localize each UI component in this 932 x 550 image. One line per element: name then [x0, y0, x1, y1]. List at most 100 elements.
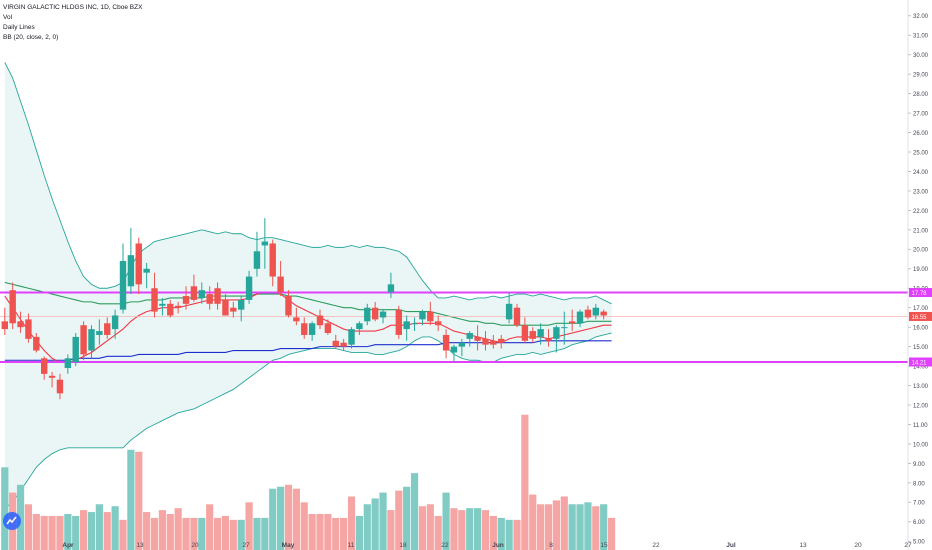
candle-body	[1, 321, 8, 330]
volume-bar	[474, 508, 482, 550]
candle-body	[48, 375, 56, 378]
volume-bar	[363, 504, 371, 550]
volume-bar	[316, 513, 324, 550]
candle-body	[41, 358, 48, 374]
time-tick-label: May	[282, 542, 295, 549]
volume-bar	[237, 519, 245, 550]
candlesticks	[1, 218, 607, 400]
candle-body	[332, 340, 339, 347]
candle-body	[553, 327, 560, 339]
candle-body	[143, 268, 150, 273]
bb-upper-line	[4, 62, 612, 305]
price-tick-label: 7.00	[913, 501, 925, 507]
candle-body	[316, 315, 324, 326]
price-tick-label: 23.00	[913, 189, 929, 195]
volume-bar	[347, 496, 356, 550]
volume-bar	[418, 506, 427, 550]
candle-body	[127, 255, 135, 287]
price-marker-label: 14.21	[912, 360, 928, 366]
volume-bar	[80, 510, 88, 550]
price-tick-label: 17.00	[913, 306, 929, 312]
time-tick-label: Jun	[492, 542, 504, 549]
price-tick-label: 28.00	[913, 92, 929, 98]
candle-body	[72, 336, 79, 363]
candle-body	[96, 331, 103, 335]
candle-body	[33, 336, 40, 351]
volume-bar	[395, 490, 403, 550]
candle-body	[458, 342, 466, 347]
candle-body	[356, 323, 363, 330]
volume-bar	[458, 510, 466, 550]
volume-bar	[576, 504, 584, 550]
volume-bar	[198, 517, 206, 550]
candle-body	[482, 338, 489, 345]
indicator-vol[interactable]: Vol	[3, 14, 13, 21]
volume-bar	[221, 515, 230, 550]
symbol-title[interactable]: VIRGIN GALACTIC HLDGS INC, 1D, Cboe BZX	[3, 4, 143, 11]
candle-body	[419, 311, 426, 320]
candle-body	[80, 325, 87, 355]
time-tick-label: 18	[399, 542, 407, 549]
indicator-daily-lines[interactable]: Daily Lines	[3, 24, 35, 31]
candle-body	[505, 303, 513, 320]
volume-bar	[529, 494, 537, 550]
price-tick-label: 15.00	[913, 345, 929, 351]
volume-bar	[544, 504, 553, 550]
candle-body	[174, 305, 182, 308]
volume-bar	[277, 486, 285, 550]
time-tick-label: 13	[136, 542, 144, 549]
volume-bar	[150, 517, 159, 550]
price-tick-label: 6.00	[913, 520, 925, 526]
candle-body	[238, 299, 245, 310]
time-tick-label: Apr	[62, 542, 74, 549]
candle-body	[466, 333, 473, 339]
candle-body	[301, 323, 308, 335]
volume-bar	[166, 513, 174, 550]
volume-bar	[87, 512, 96, 550]
candle-body	[245, 276, 253, 300]
price-axis[interactable]: 32.00 31.00 30.00 29.00 28.00 27.00 26.00 25.00…	[907, 0, 932, 550]
volume-bar	[127, 449, 135, 550]
volume-bars	[1, 414, 616, 550]
candle-body	[17, 321, 24, 328]
price-tick-label: 12.00	[913, 403, 929, 409]
volume-bar	[103, 512, 111, 550]
volume-bar	[158, 510, 166, 550]
candle-body	[56, 379, 64, 394]
volume-bar	[213, 517, 222, 550]
candle-body	[371, 307, 379, 320]
price-tick-label: 16.00	[913, 326, 929, 332]
volume-bar	[284, 484, 293, 550]
indicator-bb[interactable]: BB (20, close, 2, 0)	[3, 34, 59, 41]
candle-body	[64, 358, 72, 369]
volume-bar	[434, 515, 442, 550]
ma-red-line	[4, 291, 612, 363]
volume-bar	[568, 504, 576, 550]
volume-bar	[261, 517, 269, 550]
price-tick-label: 20.00	[913, 248, 929, 254]
candle-body	[379, 311, 387, 318]
candle-body	[182, 296, 190, 304]
price-marker-label: 17.78	[912, 291, 928, 297]
candle-body	[592, 307, 599, 316]
time-axis[interactable]: Apr 13 20 27 May 11 18 22 Jun 8 15 22 Jul 13 20 27	[62, 542, 912, 549]
candle-body	[253, 251, 261, 269]
price-tick-label: 26.00	[913, 131, 929, 137]
candle-body	[159, 303, 166, 306]
candle-body	[450, 346, 458, 353]
time-tick-label: 8	[549, 542, 553, 549]
volume-bar	[371, 498, 379, 550]
volume-bar	[174, 508, 182, 550]
candle-body	[308, 323, 316, 335]
tradingview-logo-icon[interactable]	[3, 512, 21, 530]
volume-bar	[410, 473, 419, 550]
volume-bar	[537, 504, 545, 550]
candle-body	[600, 311, 607, 316]
volume-bar	[607, 517, 616, 550]
candle-body	[167, 303, 174, 316]
candle-body	[387, 284, 395, 293]
time-tick-label: 15	[600, 542, 608, 549]
price-marker-tag	[909, 311, 932, 321]
candle-body	[568, 321, 576, 324]
